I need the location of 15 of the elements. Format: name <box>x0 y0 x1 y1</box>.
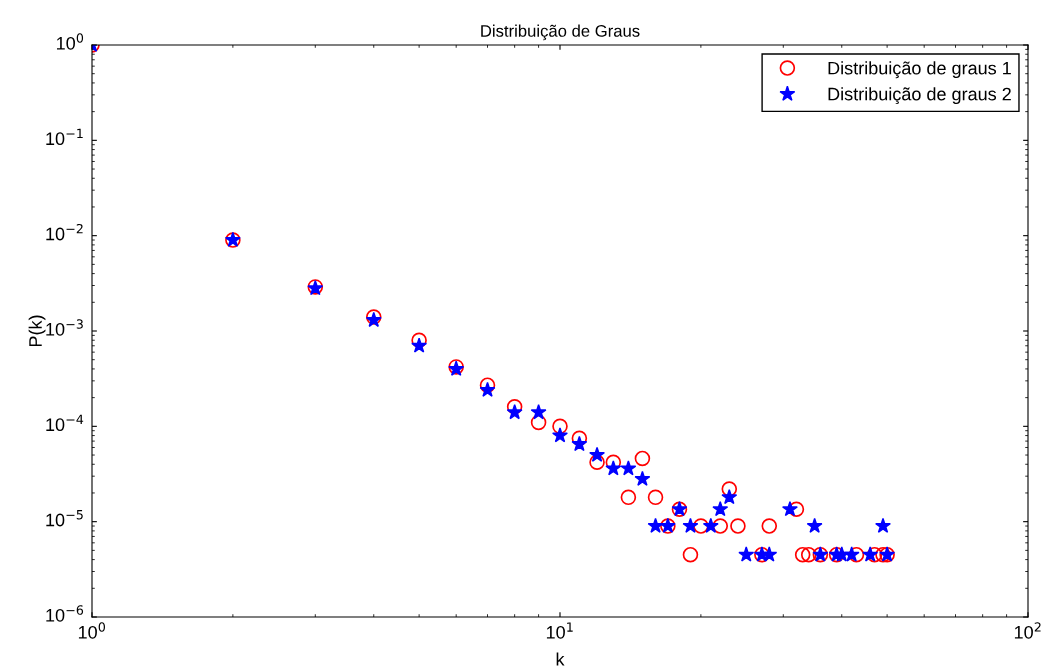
x-tick-label: 10$^{1}$ <box>546 622 573 639</box>
y-tick-label: 10$^{−5}$ <box>46 510 83 527</box>
legend-label: Distribuição de graus 1 <box>828 61 1011 79</box>
x-tick-label: 10$^{0}$ <box>78 622 106 639</box>
legend-label: Distribuição de graus 2 <box>828 87 1011 105</box>
y-axis-title: P(k) <box>28 315 46 347</box>
x-tick-label: 10$^{2}$ <box>1014 622 1041 639</box>
x-axis-title: k <box>556 652 565 666</box>
y-tick-label: 10$^{−2}$ <box>46 223 83 241</box>
chart-title: Distribuição de Graus <box>481 24 640 41</box>
y-tick-label: 10$^{−1}$ <box>46 128 83 146</box>
y-tick-label: 10$^{0}$ <box>57 33 84 50</box>
y-tick-label: 10$^{−3}$ <box>46 319 83 336</box>
y-tick-label: 10$^{−6}$ <box>46 605 84 622</box>
y-tick-label: 10$^{−4}$ <box>46 414 84 432</box>
